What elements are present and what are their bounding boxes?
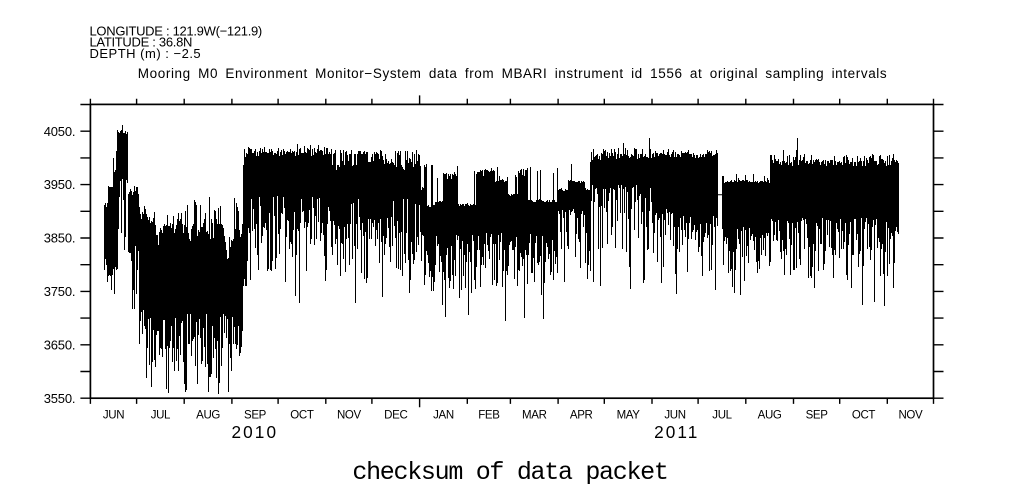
svg-text:LONGITUDE : 121.9W(−121.9): LONGITUDE : 121.9W(−121.9)	[90, 24, 262, 39]
svg-text:2011: 2011	[654, 422, 699, 442]
svg-text:JAN: JAN	[433, 410, 454, 422]
svg-text:NOV: NOV	[337, 410, 362, 422]
svg-text:JUL: JUL	[151, 410, 171, 422]
svg-text:3550.: 3550.	[44, 391, 76, 406]
svg-text:2010: 2010	[231, 422, 278, 442]
svg-text:3850.: 3850.	[44, 231, 76, 246]
svg-text:APR: APR	[570, 410, 593, 422]
svg-text:AUG: AUG	[196, 410, 220, 422]
svg-text:JUN: JUN	[664, 410, 685, 422]
svg-text:Mooring M0 Environment Monitor: Mooring M0 Environment Monitor−System da…	[138, 66, 887, 81]
svg-text:MAY: MAY	[617, 410, 641, 422]
svg-text:checksum of data packet: checksum of data packet	[352, 458, 667, 487]
svg-text:SEP: SEP	[806, 410, 829, 422]
svg-text:3750.: 3750.	[44, 284, 76, 299]
svg-text:SEP: SEP	[244, 410, 267, 422]
svg-text:JUL: JUL	[712, 410, 732, 422]
svg-text:3950.: 3950.	[44, 177, 76, 192]
svg-text:NOV: NOV	[898, 410, 923, 422]
svg-text:DEPTH (m) : −2.5: DEPTH (m) : −2.5	[90, 46, 202, 61]
svg-text:FEB: FEB	[478, 410, 500, 422]
svg-text:AUG: AUG	[758, 410, 782, 422]
svg-text:3650.: 3650.	[44, 337, 76, 352]
svg-text:DEC: DEC	[384, 410, 407, 422]
svg-text:4050.: 4050.	[44, 124, 76, 139]
svg-text:LATITUDE : 36.8N: LATITUDE : 36.8N	[90, 35, 193, 50]
svg-text:OCT: OCT	[852, 410, 876, 422]
svg-text:OCT: OCT	[290, 410, 314, 422]
svg-text:JUN: JUN	[103, 410, 124, 422]
svg-text:MAR: MAR	[522, 410, 547, 422]
